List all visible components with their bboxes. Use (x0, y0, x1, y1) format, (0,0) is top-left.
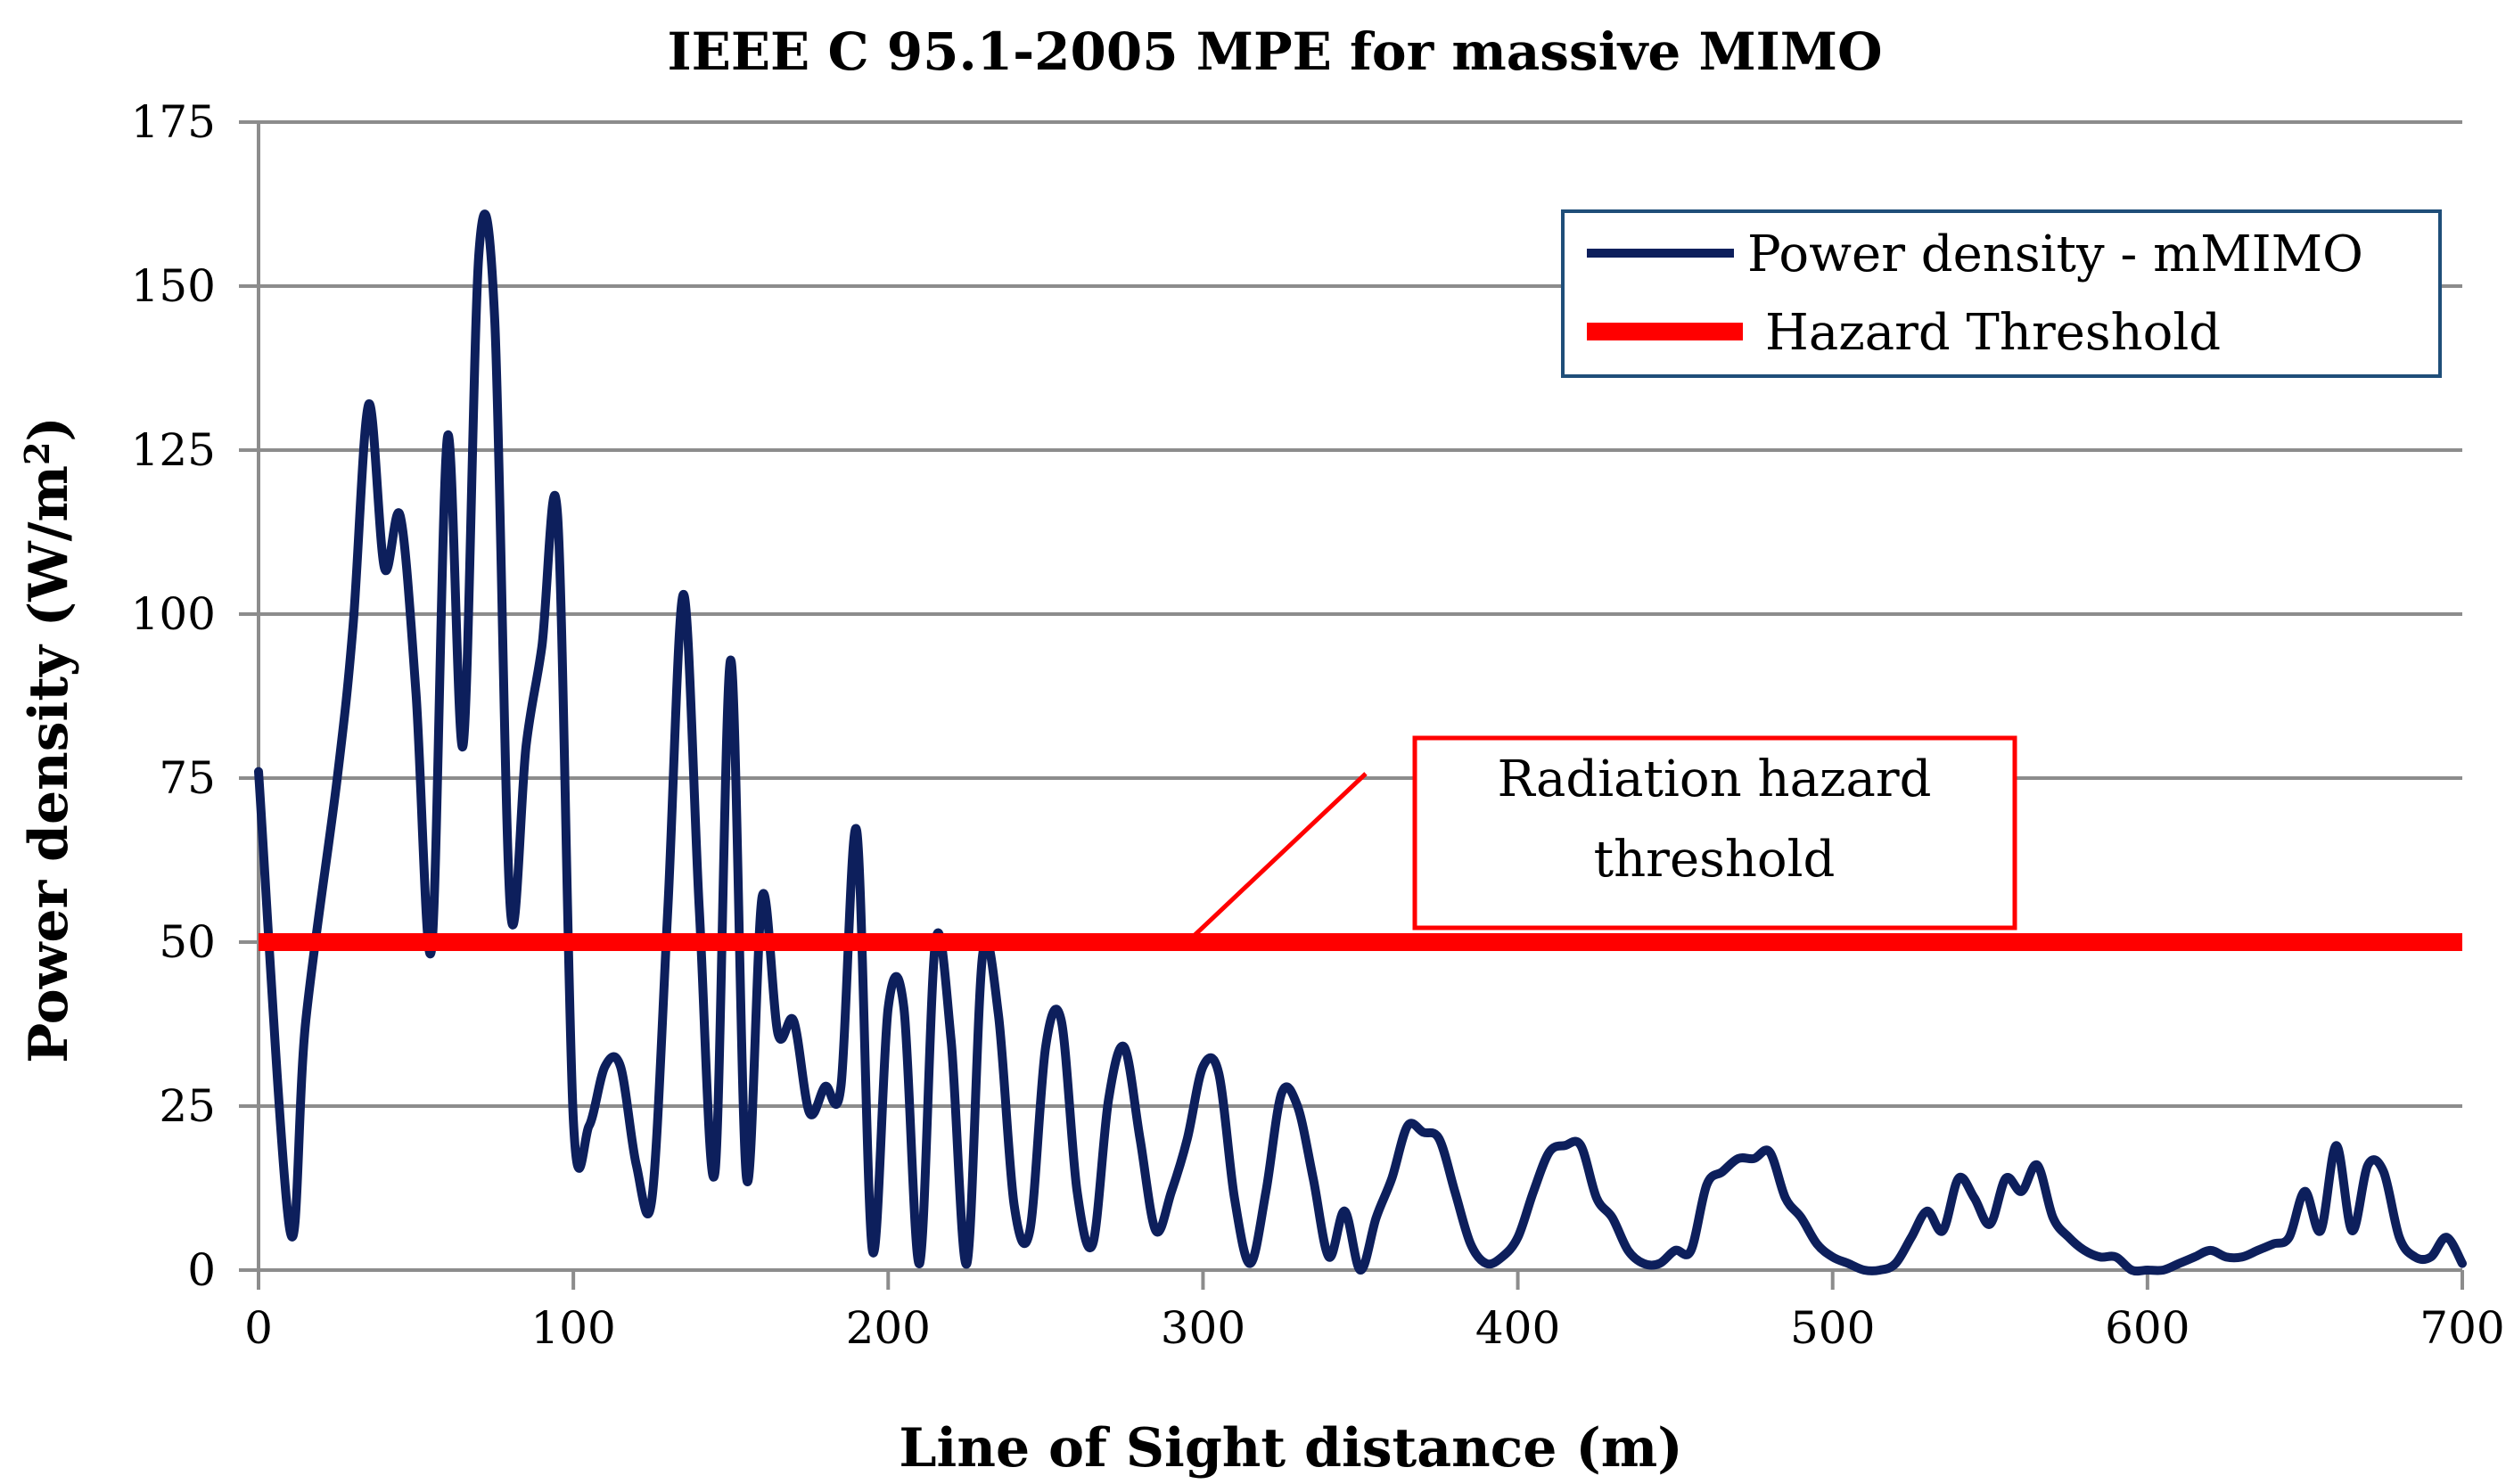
annotation-box (1412, 735, 2017, 931)
y-axis-label-superscript: 2 (17, 442, 57, 465)
x-tick-labels: 0 100 200 300 400 500 600 700 (244, 1302, 2505, 1354)
x-tick-label-600: 600 (2105, 1302, 2189, 1354)
legend-label-hazard-threshold: Hazard Threshold (1765, 304, 2221, 362)
legend-label-power-density: Power density - mMIMO (1747, 225, 2363, 283)
y-tick-label-75: 75 (159, 752, 216, 804)
y-axis-label-end: ) (18, 416, 80, 441)
x-tick-label-100: 100 (530, 1302, 615, 1354)
legend: Power density - mMIMO Hazard Threshold (1561, 209, 2442, 378)
annotation-leader-line (1186, 772, 1368, 944)
annotation-line-1: Radiation hazard (1498, 750, 1932, 808)
x-tick-label-400: 400 (1475, 1302, 1560, 1354)
y-tick-labels: 0 25 50 75 100 125 150 175 (131, 96, 216, 1296)
y-tick-label-25: 25 (159, 1080, 216, 1132)
y-tick-label-175: 175 (131, 96, 216, 148)
chart-title: IEEE C 95.1-2005 MPE for massive MIMO (668, 21, 1883, 82)
x-tick-label-500: 500 (1790, 1302, 1875, 1354)
y-tick-label-125: 125 (131, 424, 216, 476)
y-tick-label-0: 0 (187, 1244, 216, 1296)
annotation-line-2: threshold (1594, 831, 1836, 889)
x-tick-label-300: 300 (1161, 1302, 1245, 1354)
x-tick-label-700: 700 (2420, 1302, 2504, 1354)
x-tick-label-200: 200 (846, 1302, 931, 1354)
series-layer (254, 209, 2467, 1276)
series-line-power-density (254, 209, 2467, 1276)
x-axis-label: Line of Sight distance (m) (899, 1417, 1682, 1480)
legend-box (1561, 209, 2442, 378)
y-tick-label-50: 50 (159, 916, 216, 968)
x-tick-label-0: 0 (244, 1302, 273, 1354)
y-axis-label-main: Power density (W/m (18, 465, 80, 1063)
y-tick-label-100: 100 (131, 588, 216, 640)
y-tick-label-150: 150 (131, 260, 216, 312)
y-axis-label: Power density (W/m2) (17, 416, 80, 1063)
hazard-annotation: Radiation hazard threshold (1186, 735, 2017, 944)
